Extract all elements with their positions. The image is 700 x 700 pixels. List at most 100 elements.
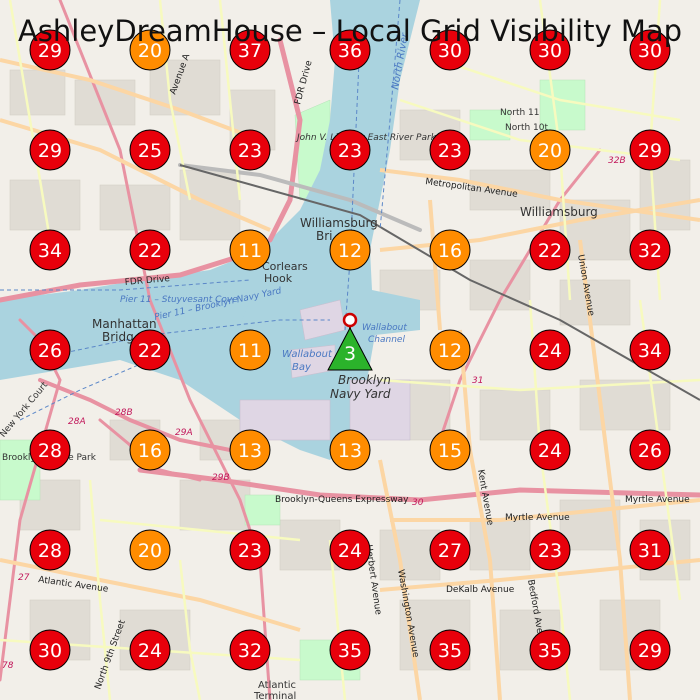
grid-marker[interactable]: 29	[629, 629, 671, 671]
grid-marker-value: 23	[438, 140, 462, 162]
grid-marker[interactable]: 37	[229, 29, 271, 71]
grid-marker-value: 11	[238, 340, 262, 362]
grid-marker[interactable]: 34	[29, 229, 71, 271]
grid-marker[interactable]: 22	[529, 229, 571, 271]
grid-marker-shape	[129, 329, 171, 371]
grid-marker-shape	[129, 529, 171, 571]
myrtle-avenue-label-2: Myrtle Avenue	[625, 495, 690, 505]
route-shield-32b: 32B	[608, 156, 626, 166]
grid-marker-shape	[229, 329, 271, 371]
grid-marker-value: 31	[638, 540, 662, 562]
grid-marker[interactable]: 30	[529, 29, 571, 71]
grid-marker[interactable]: 35	[329, 629, 371, 671]
grid-marker[interactable]: 23	[229, 529, 271, 571]
grid-marker[interactable]: 31	[629, 529, 671, 571]
grid-marker-value: 29	[638, 640, 662, 662]
grid-marker-value: 24	[538, 440, 562, 462]
grid-marker[interactable]: 13	[229, 429, 271, 471]
grid-marker[interactable]: 23	[329, 129, 371, 171]
grid-marker[interactable]: 29	[29, 29, 71, 71]
grid-marker[interactable]: 24	[529, 329, 571, 371]
grid-marker-shape	[629, 629, 671, 671]
grid-marker[interactable]: 24	[329, 529, 371, 571]
grid-marker[interactable]: 12	[429, 329, 471, 371]
grid-marker-shape	[129, 29, 171, 71]
grid-marker[interactable]: 25	[129, 129, 171, 171]
grid-marker-value: 24	[338, 540, 362, 562]
grid-marker-value: 30	[38, 640, 62, 662]
grid-marker-shape	[629, 329, 671, 371]
ferry-routes	[0, 0, 401, 421]
grid-marker[interactable]: 22	[129, 229, 171, 271]
grid-marker-shape	[329, 629, 371, 671]
grid-marker-value: 16	[438, 240, 462, 262]
route-shield-27: 27	[18, 573, 30, 583]
grid-marker[interactable]: 30	[629, 29, 671, 71]
grid-marker-value: 24	[138, 640, 162, 662]
pier11-stuyvesant-label: Pier 11 – Stuyvesant Cove	[120, 295, 238, 305]
grid-marker-value: 11	[238, 240, 262, 262]
grid-marker[interactable]: 34	[629, 329, 671, 371]
grid-marker[interactable]: 32	[229, 629, 271, 671]
grid-marker[interactable]: 29	[629, 129, 671, 171]
grid-marker[interactable]: 11	[229, 329, 271, 371]
grid-marker-value: 35	[438, 640, 462, 662]
grid-marker[interactable]: 22	[129, 329, 171, 371]
grid-marker-value: 16	[138, 440, 162, 462]
grid-marker[interactable]: 28	[29, 529, 71, 571]
grid-marker-shape	[329, 229, 371, 271]
route-shield-30: 30	[412, 498, 424, 508]
grid-marker[interactable]: 35	[429, 629, 471, 671]
grid-marker-shape	[29, 329, 71, 371]
navy-yard-label-2: Navy Yard	[330, 387, 391, 401]
grid-marker[interactable]: 20	[529, 129, 571, 171]
grid-marker[interactable]: 23	[529, 529, 571, 571]
grid-marker[interactable]: 30	[29, 629, 71, 671]
grid-marker[interactable]: 28	[29, 429, 71, 471]
grid-marker[interactable]: 24	[129, 629, 171, 671]
grid-marker[interactable]: 23	[429, 129, 471, 171]
grid-marker[interactable]: 16	[429, 229, 471, 271]
grid-marker-value: 24	[538, 340, 562, 362]
grid-marker[interactable]: 24	[529, 429, 571, 471]
grid-marker[interactable]: 32	[629, 229, 671, 271]
grid-marker[interactable]: 12	[329, 229, 371, 271]
visibility-grid: 29 20 37 36 30 30 30 29 25 23 23 23 20 29 34 22 11 12 16 22…	[29, 29, 671, 671]
grid-marker[interactable]: 20	[129, 29, 171, 71]
grid-marker[interactable]: 26	[629, 429, 671, 471]
grid-marker-value: 13	[238, 440, 262, 462]
grid-marker[interactable]: 35	[529, 629, 571, 671]
grid-marker-shape	[29, 529, 71, 571]
fdr-drive-label: FDR Drive	[124, 274, 170, 288]
grid-marker[interactable]: 26	[29, 329, 71, 371]
williamsburg-bridge-label: Williamsburg	[300, 216, 378, 230]
north-11th-label: North 11	[500, 108, 540, 118]
grid-marker[interactable]: 15	[429, 429, 471, 471]
grid-marker-value: 13	[338, 440, 362, 462]
grid-marker[interactable]: 3	[327, 326, 373, 371]
grid-marker[interactable]: 16	[129, 429, 171, 471]
grid-marker[interactable]: 13	[329, 429, 371, 471]
grid-marker[interactable]: 23	[229, 129, 271, 171]
grid-marker-value: 23	[538, 540, 562, 562]
grid-marker-value: 20	[138, 540, 162, 562]
grid-marker-shape	[529, 329, 571, 371]
bqe-label: Brooklyn-Queens Expressway	[275, 495, 409, 505]
grid-marker-shape	[529, 529, 571, 571]
grid-marker-value: 29	[638, 140, 662, 162]
grid-marker-value: 22	[138, 340, 162, 362]
grid-marker[interactable]: 29	[29, 129, 71, 171]
grid-marker[interactable]: 20	[129, 529, 171, 571]
grid-marker[interactable]: 36	[329, 29, 371, 71]
grid-marker[interactable]: 27	[429, 529, 471, 571]
grid-marker-value: 28	[38, 440, 62, 462]
grid-marker-value: 26	[638, 440, 662, 462]
grid-marker-shape	[429, 529, 471, 571]
grid-marker-shape	[29, 29, 71, 71]
grid-marker[interactable]: 11	[229, 229, 271, 271]
grid-marker-value: 30	[638, 40, 662, 62]
route-shields: 28A 28B 29A 29B 30 31 32B 27 78	[2, 156, 626, 671]
grid-marker[interactable]: 30	[429, 29, 471, 71]
